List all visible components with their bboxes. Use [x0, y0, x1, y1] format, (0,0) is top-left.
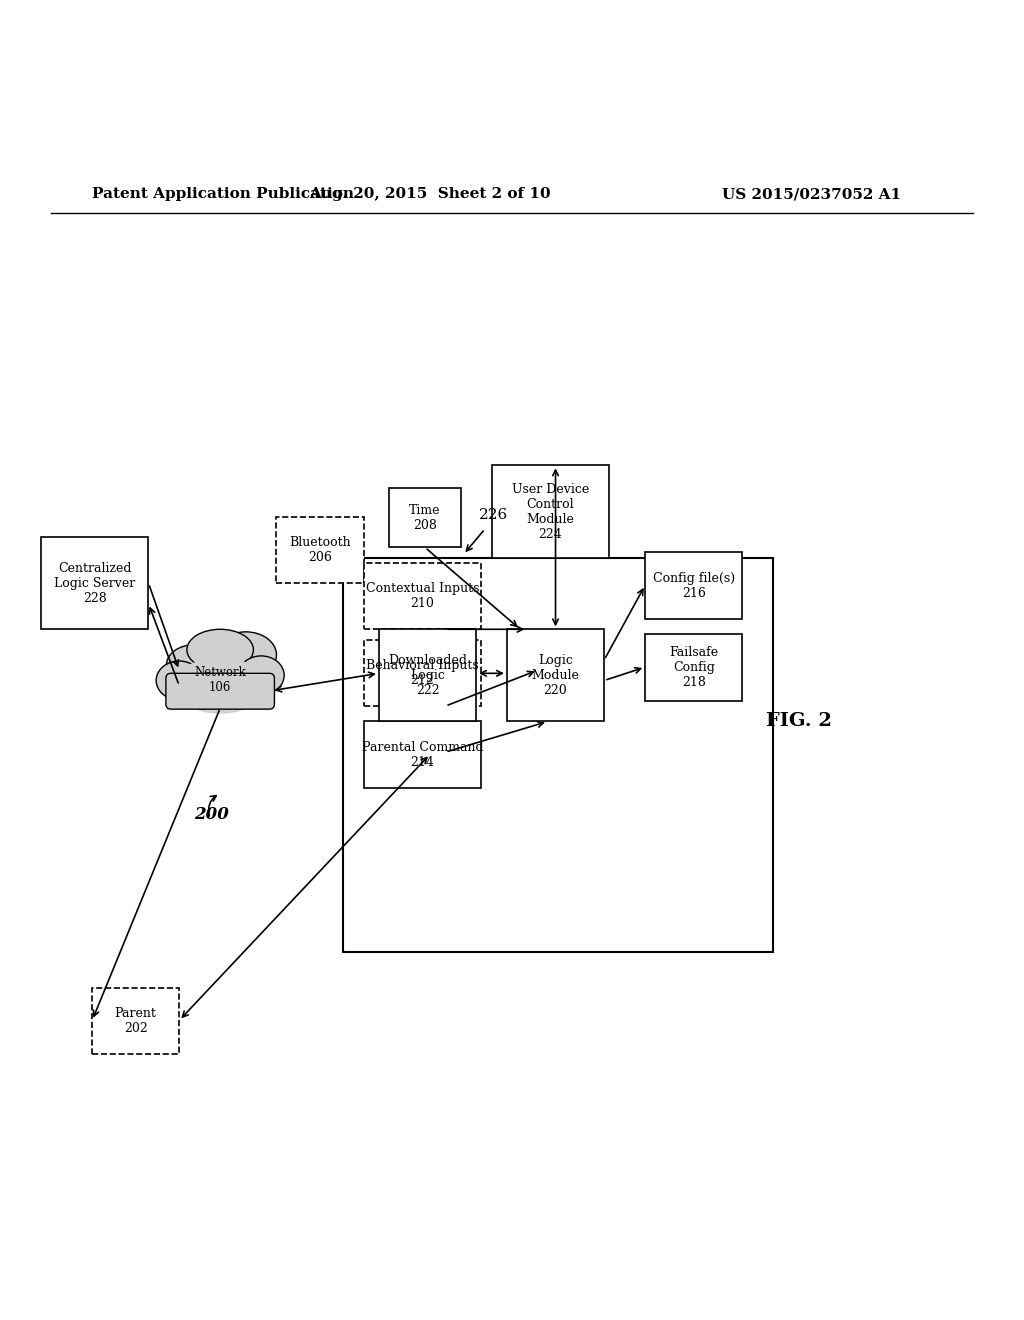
FancyBboxPatch shape	[364, 562, 481, 630]
FancyBboxPatch shape	[276, 516, 364, 583]
Text: Failsafe
Config
218: Failsafe Config 218	[670, 647, 718, 689]
Text: Downloaded
Logic
222: Downloaded Logic 222	[388, 653, 467, 697]
Text: Contextual Inputs
210: Contextual Inputs 210	[366, 582, 479, 610]
FancyBboxPatch shape	[364, 722, 481, 788]
FancyBboxPatch shape	[492, 466, 609, 557]
FancyBboxPatch shape	[379, 630, 476, 722]
FancyBboxPatch shape	[343, 557, 773, 952]
FancyBboxPatch shape	[389, 488, 461, 548]
Text: Parental Command
214: Parental Command 214	[361, 741, 483, 768]
Text: Config file(s)
216: Config file(s) 216	[652, 572, 735, 599]
Text: 200: 200	[195, 805, 229, 822]
Text: FIG. 2: FIG. 2	[766, 713, 831, 730]
Text: Behavioral Inputs
212: Behavioral Inputs 212	[366, 659, 479, 686]
FancyBboxPatch shape	[364, 639, 481, 706]
FancyBboxPatch shape	[507, 630, 604, 722]
FancyBboxPatch shape	[41, 537, 148, 630]
FancyBboxPatch shape	[166, 673, 274, 709]
Text: Logic
Module
220: Logic Module 220	[531, 653, 580, 697]
Text: Bluetooth
206: Bluetooth 206	[289, 536, 351, 564]
Ellipse shape	[166, 644, 223, 685]
Text: User Device
Control
Module
224: User Device Control Module 224	[512, 483, 589, 540]
Text: Time
208: Time 208	[410, 504, 440, 532]
FancyBboxPatch shape	[92, 987, 179, 1055]
FancyBboxPatch shape	[645, 635, 742, 701]
Text: 226: 226	[479, 508, 508, 521]
FancyBboxPatch shape	[645, 553, 742, 619]
Ellipse shape	[174, 657, 266, 714]
Ellipse shape	[156, 661, 202, 700]
Ellipse shape	[186, 630, 254, 671]
Text: Aug. 20, 2015  Sheet 2 of 10: Aug. 20, 2015 Sheet 2 of 10	[309, 187, 551, 201]
Text: Parent
202: Parent 202	[115, 1007, 157, 1035]
Ellipse shape	[238, 656, 285, 694]
Ellipse shape	[215, 632, 276, 678]
Text: Network
106: Network 106	[195, 667, 246, 694]
Text: US 2015/0237052 A1: US 2015/0237052 A1	[722, 187, 901, 201]
Text: Centralized
Logic Server
228: Centralized Logic Server 228	[54, 562, 135, 605]
Text: Patent Application Publication: Patent Application Publication	[92, 187, 354, 201]
